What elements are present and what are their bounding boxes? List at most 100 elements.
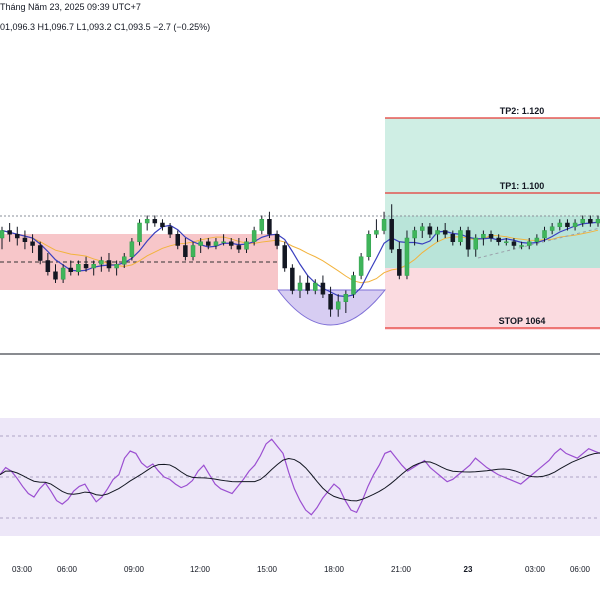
candle-body xyxy=(183,245,188,257)
candle-body xyxy=(22,237,28,242)
candle-body xyxy=(175,234,180,246)
candle-body xyxy=(588,219,593,224)
candle-body xyxy=(30,241,35,246)
candle-body xyxy=(167,226,173,235)
candle-body xyxy=(198,241,203,246)
candle-body xyxy=(511,241,517,246)
candle-body xyxy=(297,282,303,291)
candle-body xyxy=(152,219,158,224)
candle-body xyxy=(335,301,341,310)
candle-body xyxy=(526,241,532,246)
candle-body xyxy=(274,234,280,246)
candle-body xyxy=(496,237,501,242)
oscillator-signal-line xyxy=(0,452,600,502)
level-label-tp2-1-120: TP2: 1.120 xyxy=(500,106,545,116)
candle-body xyxy=(68,267,74,272)
oscillator-line xyxy=(0,438,600,516)
x-tick-label: 06:00 xyxy=(570,565,591,574)
x-tick-label: 03:00 xyxy=(12,565,33,574)
candle-body xyxy=(15,234,20,239)
candle-body xyxy=(228,241,234,246)
candle-body xyxy=(404,237,410,276)
candle-body xyxy=(565,222,570,227)
x-tick-label: 09:00 xyxy=(124,565,145,574)
candle-body xyxy=(290,267,295,291)
candle-body xyxy=(60,267,66,280)
candle-body xyxy=(0,230,5,239)
chart-header: Tháng Năm 23, 2025 09:39 UTC+7 01,096.3 … xyxy=(0,0,600,40)
candle-body xyxy=(328,294,333,310)
x-tick-label: 03:00 xyxy=(525,565,546,574)
candle-body xyxy=(83,264,89,269)
candle-body xyxy=(76,264,81,272)
candle-body xyxy=(221,241,226,243)
level-label-tp1-1-100: TP1: 1.100 xyxy=(500,181,545,191)
candle-body xyxy=(450,234,456,242)
candle-body xyxy=(542,230,547,239)
entry-profit-band xyxy=(385,216,600,268)
candle-body xyxy=(481,234,486,239)
candle-body xyxy=(282,245,287,269)
candle-body xyxy=(160,222,165,227)
candle-body xyxy=(465,230,471,250)
candle-body xyxy=(374,230,379,235)
candle-body xyxy=(549,226,555,231)
candle-body xyxy=(144,219,150,224)
candle-body xyxy=(320,282,326,295)
candle-body xyxy=(129,241,135,257)
candle-body xyxy=(504,241,509,243)
candle-body xyxy=(106,260,112,269)
x-tick-label: 21:00 xyxy=(391,565,412,574)
level-label-stop-1064: STOP 1064 xyxy=(499,316,546,326)
candle-body xyxy=(358,256,364,276)
candle-body xyxy=(137,222,142,242)
candle-body xyxy=(206,241,211,246)
candle-body xyxy=(343,294,349,302)
candle-body xyxy=(389,219,394,250)
candle-body xyxy=(420,226,425,231)
candle-body xyxy=(251,230,257,242)
candle-body xyxy=(122,256,127,265)
candle-body xyxy=(45,260,51,272)
candle-body xyxy=(534,237,540,242)
candle-body xyxy=(99,260,104,265)
loss-zone xyxy=(385,268,600,330)
candle-body xyxy=(37,245,43,261)
candle-body xyxy=(557,222,563,227)
candle-body xyxy=(458,230,463,242)
trend-projection-line xyxy=(477,227,600,259)
candle-body xyxy=(427,226,433,235)
x-tick-label: 23 xyxy=(464,565,473,574)
candle-body xyxy=(435,230,440,235)
candle-body xyxy=(595,219,600,224)
candle-body xyxy=(351,275,356,295)
candle-body xyxy=(305,282,310,291)
candle-body xyxy=(213,241,219,246)
candle-body xyxy=(572,222,578,227)
x-tick-label: 06:00 xyxy=(57,565,78,574)
candle-body xyxy=(381,219,387,231)
candle-body xyxy=(397,249,402,276)
x-tick-label: 15:00 xyxy=(257,565,278,574)
candle-body xyxy=(313,282,318,291)
x-tick-label: 12:00 xyxy=(190,565,211,574)
candle-body xyxy=(91,264,96,269)
candle-body xyxy=(190,245,196,257)
candle-body xyxy=(366,234,372,257)
candle-body xyxy=(267,219,272,235)
candle-body xyxy=(236,245,242,250)
chart-date-title: Tháng Năm 23, 2025 09:39 UTC+7 xyxy=(0,2,141,12)
candle-body xyxy=(488,234,494,239)
candle-body xyxy=(7,230,12,235)
candle-body xyxy=(519,245,524,247)
ohlc-readout: 01,096.3 H1,096.7 L1,093.2 C1,093.5 −2.7… xyxy=(0,22,211,32)
candle-body xyxy=(580,219,585,224)
candle-body xyxy=(473,237,478,250)
candle-body xyxy=(259,219,265,231)
x-tick-label: 18:00 xyxy=(324,565,345,574)
candle-body xyxy=(244,241,249,250)
candle-body xyxy=(442,230,448,235)
candle-body xyxy=(53,271,58,280)
candle-body xyxy=(412,230,417,239)
